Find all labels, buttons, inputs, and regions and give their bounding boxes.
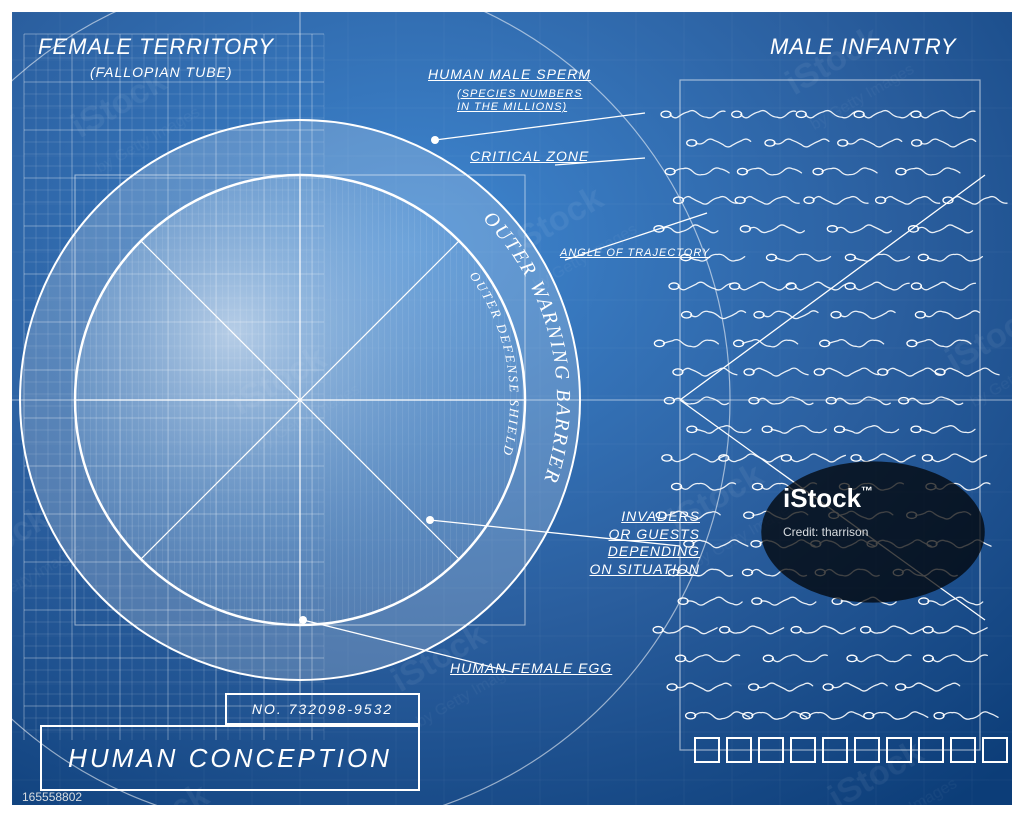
outer-frame xyxy=(0,0,1024,817)
blueprint-stage: iStockby Getty ImagesOUTER WARNING BARRI… xyxy=(0,0,1024,817)
